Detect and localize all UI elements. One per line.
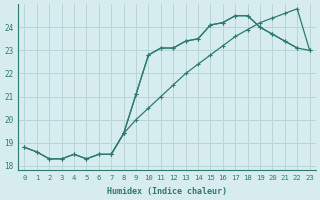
- X-axis label: Humidex (Indice chaleur): Humidex (Indice chaleur): [107, 187, 227, 196]
